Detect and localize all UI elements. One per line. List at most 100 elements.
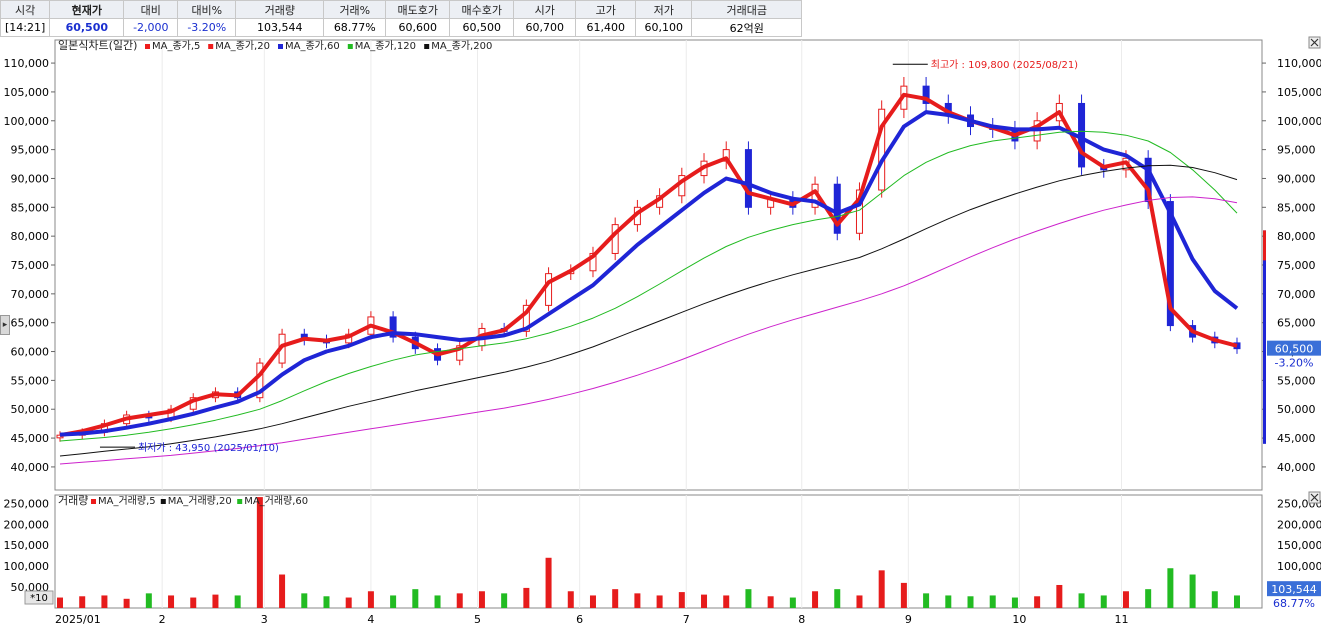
x-axis-month-label: 9 xyxy=(905,613,912,626)
header-open: 시가 xyxy=(513,0,577,19)
price-y-tick-label-left: 55,000 xyxy=(11,374,50,387)
volume-bar xyxy=(1167,568,1174,608)
price-y-tick-label-left: 50,000 xyxy=(11,403,50,416)
volume-bar xyxy=(1056,584,1063,608)
price-y-tick-label-left: 60,000 xyxy=(11,346,50,359)
volume-bar xyxy=(656,595,663,608)
ma-line-1 xyxy=(59,110,1239,437)
price-y-tick-label-left: 100,000 xyxy=(4,115,50,128)
value-change-pct: -3.20% xyxy=(177,18,237,37)
current-volume-tag-text: 103,544 xyxy=(1271,583,1317,596)
value-low: 60,100 xyxy=(635,18,693,37)
x-axis-month-label: 6 xyxy=(576,613,583,626)
volume-y-tick-label-left: 200,000 xyxy=(4,518,50,531)
legend-swatch xyxy=(208,44,214,49)
volume-bar xyxy=(1100,595,1107,608)
volume-bar xyxy=(412,589,419,608)
high-annotation: 최고가 : 109,800 (2025/08/21) xyxy=(931,59,1078,71)
volume-bar xyxy=(501,593,508,608)
close-icon xyxy=(1310,38,1319,47)
value-high: 61,400 xyxy=(575,18,637,37)
x-axis-month-label: 7 xyxy=(683,613,690,626)
price-y-tick-label-right: 50,000 xyxy=(1277,403,1316,416)
legend-swatch xyxy=(160,499,166,504)
legend-swatch xyxy=(424,44,430,49)
current-change-tag-text: -3.20% xyxy=(1275,357,1314,370)
header-change: 대비 xyxy=(123,0,179,19)
legend-swatch xyxy=(347,44,353,49)
volume-bar xyxy=(834,589,841,608)
current-price-tag-text: 60,500 xyxy=(1275,343,1314,356)
candle-body xyxy=(1166,201,1174,327)
legend-swatch xyxy=(145,44,150,49)
volume-bar xyxy=(1122,591,1129,608)
volume-y-tick-label-right: 100,000 xyxy=(1277,560,1321,573)
volume-bar xyxy=(701,594,708,608)
legend-label: MA_거래량,60 xyxy=(244,495,308,507)
volume-bar xyxy=(589,595,596,608)
volume-ratio-tag-text: 68.77% xyxy=(1273,597,1315,610)
candle-body xyxy=(456,345,464,361)
price-y-tick-label-right: 70,000 xyxy=(1277,288,1316,301)
candle-body xyxy=(833,183,841,234)
volume-bar xyxy=(989,595,996,608)
header-volume-pct: 거래% xyxy=(323,0,387,19)
volume-bar xyxy=(789,597,796,608)
volume-bar xyxy=(900,582,907,608)
legend-label: MA_종가,120 xyxy=(355,40,416,52)
volume-bar xyxy=(1034,596,1041,608)
volume-bar xyxy=(434,595,441,608)
price-y-tick-label-left: 85,000 xyxy=(11,201,50,214)
volume-bar xyxy=(57,597,63,608)
legend-swatch xyxy=(91,499,96,504)
price-y-tick-label-left: 45,000 xyxy=(11,432,50,445)
volume-y-tick-label-left: 150,000 xyxy=(4,539,50,552)
candle-body xyxy=(389,316,397,338)
header-volume: 거래량 xyxy=(235,0,325,19)
volume-bar xyxy=(1234,595,1240,608)
candle-body xyxy=(256,362,264,399)
current-volume-tag xyxy=(1267,581,1321,597)
value-ask: 60,600 xyxy=(385,18,451,37)
volume-bar xyxy=(190,597,197,608)
price-y-tick-label-right: 75,000 xyxy=(1277,259,1316,272)
price-y-tick-label-left: 80,000 xyxy=(11,230,50,243)
volume-bar xyxy=(723,595,730,608)
value-current-price: 60,500 xyxy=(49,18,125,37)
candle-body xyxy=(855,189,863,234)
volume-bar xyxy=(612,589,619,608)
value-volume: 103,544 xyxy=(235,18,325,37)
legend-label: MA_종가,200 xyxy=(431,40,492,52)
volume-y-tick-label-left: 250,000 xyxy=(4,497,50,510)
price-y-tick-label-left: 65,000 xyxy=(11,317,50,330)
price-y-tick-label-right: 85,000 xyxy=(1277,201,1316,214)
price-y-tick-label-right: 105,000 xyxy=(1277,86,1321,99)
volume-bar xyxy=(523,587,530,608)
legend-swatch xyxy=(237,499,243,504)
legend-swatch xyxy=(278,44,283,49)
volume-bar xyxy=(301,593,308,608)
volume-bar xyxy=(945,595,952,608)
header-current-price: 현재가 xyxy=(49,0,125,19)
volume-bar xyxy=(1189,574,1196,608)
ma-line-3 xyxy=(59,164,1238,457)
price-y-tick-label-right: 65,000 xyxy=(1277,317,1316,330)
price-y-tick-label-right: 95,000 xyxy=(1277,144,1316,157)
header-low: 저가 xyxy=(635,0,693,19)
price-y-tick-label-right: 55,000 xyxy=(1277,374,1316,387)
price-y-tick-label-right: 45,000 xyxy=(1277,432,1316,445)
volume-bar xyxy=(856,595,863,608)
x-axis-month-label: 8 xyxy=(798,613,805,626)
volume-bar xyxy=(878,570,885,608)
quote-summary-table: 시각 현재가 대비 대비% 거래량 거래% 매도호가 매수호가 시가 고가 저가… xyxy=(0,0,803,37)
x-axis-month-label: 10 xyxy=(1012,613,1026,626)
price-y-tick-label-right: 90,000 xyxy=(1277,172,1316,185)
current-price-tag xyxy=(1267,340,1321,356)
volume-bar xyxy=(212,594,219,608)
x-axis-month-label: 2025/01 xyxy=(55,613,101,626)
header-time: 시각 xyxy=(0,0,51,19)
volume-bar xyxy=(923,593,930,608)
panel-expand-button[interactable]: ▸ xyxy=(0,315,10,335)
volume-bar xyxy=(567,591,574,608)
